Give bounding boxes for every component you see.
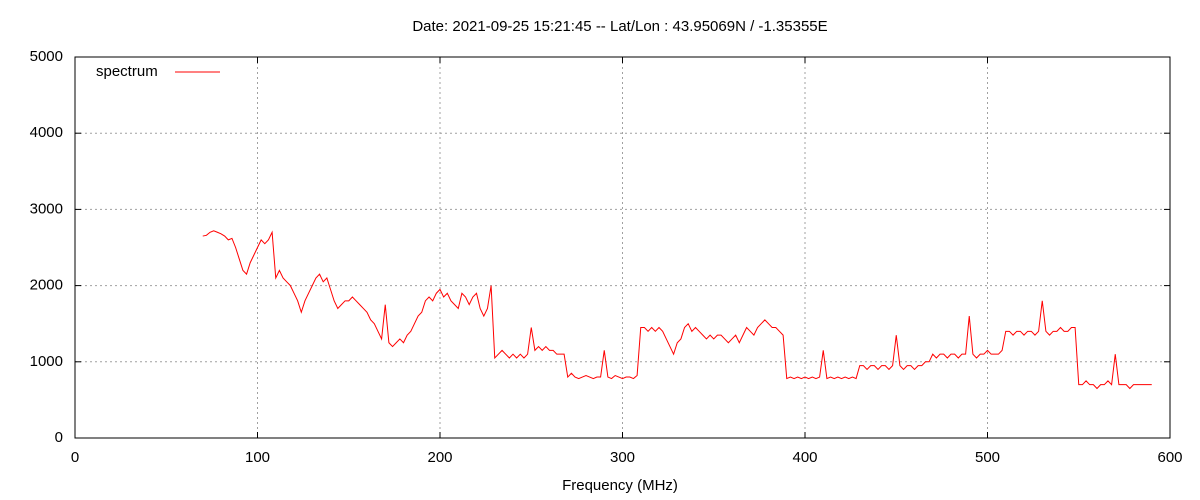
x-tick-label: 300 xyxy=(610,449,635,466)
plot-border xyxy=(74,56,1171,439)
y-tick-label: 5000 xyxy=(30,48,63,65)
chart-title: Date: 2021-09-25 15:21:45 -- Lat/Lon : 4… xyxy=(412,18,827,35)
x-tick-label: 0 xyxy=(71,449,79,466)
x-tick-label: 100 xyxy=(245,449,270,466)
y-tick-label: 4000 xyxy=(30,124,63,141)
y-tick-label: 1000 xyxy=(30,353,63,370)
y-tick-label: 2000 xyxy=(30,277,63,294)
x-tick-label: 600 xyxy=(1157,449,1182,466)
x-axis-label: Frequency (MHz) xyxy=(562,477,678,494)
x-tick-label: 400 xyxy=(792,449,817,466)
y-tick-label: 0 xyxy=(55,429,63,446)
data-line xyxy=(202,230,1152,390)
x-tick-label: 500 xyxy=(975,449,1000,466)
y-tick-label: 3000 xyxy=(30,200,63,217)
legend-label: spectrum xyxy=(96,63,158,80)
x-tick-label: 200 xyxy=(427,449,452,466)
